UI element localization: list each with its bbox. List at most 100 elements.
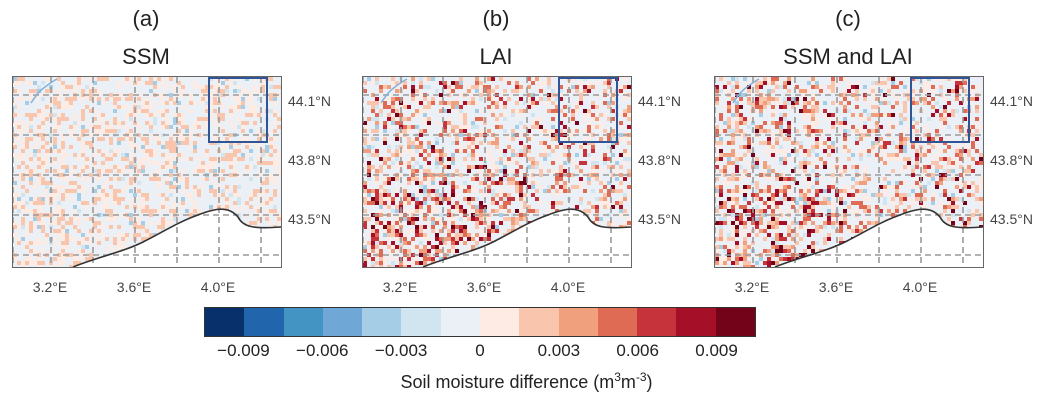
map-pixel: [723, 261, 727, 265]
map-pixel: [371, 233, 375, 237]
map-pixel: [415, 145, 419, 149]
map-pixel: [269, 141, 273, 145]
map-pixel: [463, 225, 467, 229]
map-pixel: [787, 137, 791, 141]
map-pixel: [967, 217, 971, 221]
map-pixel: [819, 129, 823, 133]
map-pixel: [587, 209, 591, 213]
panel-label: (c): [835, 6, 861, 31]
map-pixel: [101, 137, 105, 141]
map-pixel: [743, 137, 747, 141]
map-pixel: [487, 129, 491, 133]
map-pixel: [911, 129, 915, 133]
map-pixel: [415, 197, 419, 201]
river-line: [732, 78, 760, 104]
map-pixel: [811, 81, 815, 85]
map-pixel: [767, 97, 771, 101]
map-pixel: [37, 209, 41, 213]
map-pixel: [471, 245, 475, 249]
map-pixel: [65, 169, 69, 173]
map-pixel: [735, 241, 739, 245]
map-pixel: [77, 221, 81, 225]
map-pixel: [795, 101, 799, 105]
colorbar-tick-label: −0.009: [217, 341, 270, 360]
map-pixel: [895, 185, 899, 189]
map-pixel: [547, 153, 551, 157]
map-pixel: [269, 85, 273, 89]
map-pixel: [81, 97, 85, 101]
map-pixel: [579, 93, 583, 97]
map-pixel: [363, 221, 367, 225]
map-pixel: [57, 101, 61, 105]
map-pixel: [755, 81, 759, 85]
map-pixel: [743, 245, 747, 249]
map-pixel: [731, 77, 735, 81]
map-pixel: [455, 137, 459, 141]
map-pixel: [475, 221, 479, 225]
map-pixel: [495, 169, 499, 173]
map-pixel: [169, 153, 173, 157]
map-pixel: [387, 97, 391, 101]
map-pixel: [623, 193, 627, 197]
map-pixel: [447, 101, 451, 105]
map-pixel: [791, 97, 795, 101]
map-pixel: [249, 105, 253, 109]
map-pixel: [395, 137, 399, 141]
map-pixel: [269, 173, 273, 177]
map-pixel: [53, 185, 57, 189]
map-pixel: [97, 101, 101, 105]
map-pixel: [763, 237, 767, 241]
map-pixel: [727, 129, 731, 133]
map-pixel: [237, 185, 241, 189]
map-pixel: [939, 201, 943, 205]
map-pixel: [471, 101, 475, 105]
map-pixel: [867, 153, 871, 157]
map-pixel: [575, 165, 579, 169]
map-pixel: [495, 141, 499, 145]
map-pixel: [859, 149, 863, 153]
map-pixel: [763, 205, 767, 209]
map-pixel: [623, 97, 627, 101]
map-pixel: [447, 209, 451, 213]
map-pixel: [391, 81, 395, 85]
map-pixel: [61, 105, 65, 109]
map-pixel: [947, 221, 951, 225]
map-pixel: [807, 233, 811, 237]
map-pixel: [727, 249, 731, 253]
map-pixel: [763, 185, 767, 189]
map-pixel: [451, 81, 455, 85]
map-pixel: [73, 121, 77, 125]
map-pixel: [65, 101, 69, 105]
map-pixel: [723, 237, 727, 241]
map-pixel: [843, 145, 847, 149]
map-pixel: [739, 117, 743, 121]
map-pixel: [21, 221, 25, 225]
map-pixel: [363, 249, 367, 253]
map-pixel: [363, 149, 367, 153]
map-pixel: [383, 129, 387, 133]
map-pixel: [519, 209, 523, 213]
map-pixel: [591, 85, 595, 89]
map-pixel: [587, 137, 591, 141]
map-pixel: [931, 145, 935, 149]
map-pixel: [185, 177, 189, 181]
map-pixel: [879, 101, 883, 105]
map-pixel: [823, 189, 827, 193]
map-pixel: [85, 205, 89, 209]
map-pixel: [13, 145, 17, 149]
map-pixel: [887, 153, 891, 157]
map-pixel: [383, 141, 387, 145]
map-pixel: [739, 121, 743, 125]
map-pixel: [29, 81, 33, 85]
map-pixel: [109, 169, 113, 173]
map-pixel: [579, 81, 583, 85]
map-pixel: [101, 189, 105, 193]
map-pixel: [767, 141, 771, 145]
map-pixel: [65, 105, 69, 109]
map-pixel: [125, 77, 129, 81]
map-pixel: [575, 105, 579, 109]
map-pixel: [391, 117, 395, 121]
map-pixel: [479, 117, 483, 121]
map-pixel: [69, 85, 73, 89]
map-pixel: [559, 121, 563, 125]
